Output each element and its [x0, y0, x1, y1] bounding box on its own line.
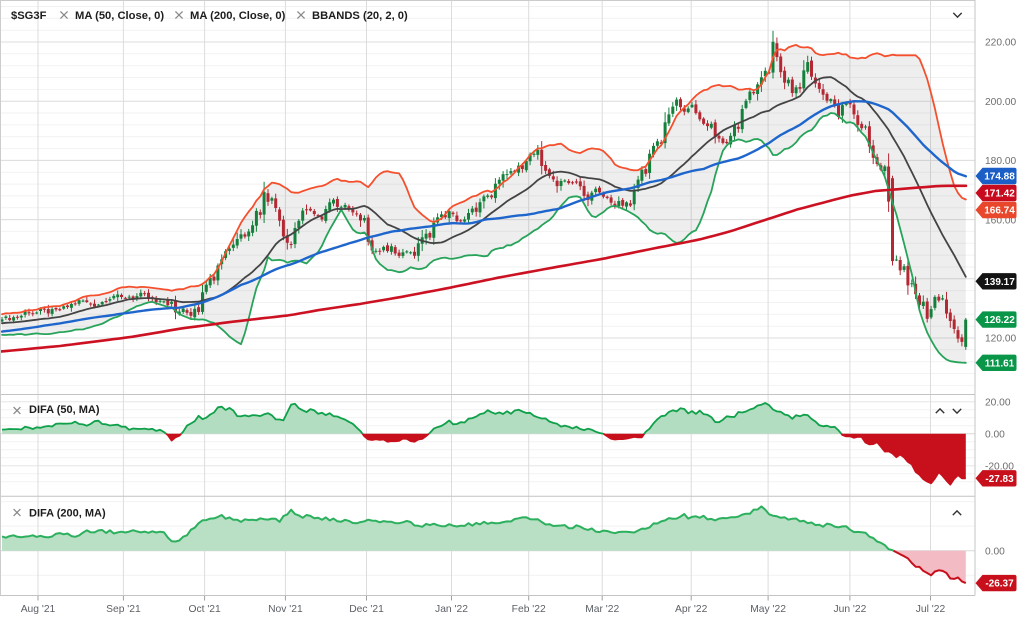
svg-text:Oct '21: Oct '21 — [188, 604, 221, 615]
svg-text:126.22: 126.22 — [984, 315, 1015, 326]
svg-text:-27.83: -27.83 — [985, 474, 1014, 485]
svg-text:111.61: 111.61 — [985, 358, 1015, 369]
svg-text:DIFA (200, MA): DIFA (200, MA) — [29, 508, 106, 520]
svg-text:$SG3F: $SG3F — [11, 10, 47, 22]
svg-text:0.00: 0.00 — [985, 546, 1005, 557]
svg-text:-26.37: -26.37 — [985, 579, 1014, 590]
svg-text:Dec '21: Dec '21 — [349, 604, 384, 615]
svg-text:220.00: 220.00 — [985, 38, 1016, 49]
svg-text:174.88: 174.88 — [984, 172, 1015, 183]
svg-text:160.00: 160.00 — [985, 215, 1016, 226]
svg-text:MA (50, Close, 0): MA (50, Close, 0) — [75, 10, 164, 22]
svg-text:166.74: 166.74 — [984, 206, 1015, 217]
svg-text:20.00: 20.00 — [985, 398, 1011, 409]
svg-text:Feb '22: Feb '22 — [512, 604, 546, 615]
svg-text:200.00: 200.00 — [985, 97, 1016, 108]
svg-text:BBANDS (20, 2, 0): BBANDS (20, 2, 0) — [312, 10, 408, 22]
svg-text:Jan '22: Jan '22 — [435, 604, 468, 615]
svg-text:Mar '22: Mar '22 — [585, 604, 619, 615]
svg-text:Apr '22: Apr '22 — [675, 604, 708, 615]
svg-text:171.42: 171.42 — [984, 189, 1015, 200]
svg-text:139.17: 139.17 — [984, 277, 1015, 288]
svg-text:DIFA (50, MA): DIFA (50, MA) — [29, 404, 100, 416]
svg-text:Nov '21: Nov '21 — [268, 604, 303, 615]
svg-text:MA (200, Close, 0): MA (200, Close, 0) — [190, 10, 286, 22]
svg-text:Jul '22: Jul '22 — [916, 604, 946, 615]
svg-text:Sep '21: Sep '21 — [106, 604, 141, 615]
svg-text:-20.00: -20.00 — [985, 462, 1014, 473]
svg-text:May '22: May '22 — [750, 604, 786, 615]
svg-text:0.00: 0.00 — [985, 430, 1005, 441]
svg-text:Jun '22: Jun '22 — [833, 604, 866, 615]
svg-text:Aug '21: Aug '21 — [21, 604, 56, 615]
svg-text:180.00: 180.00 — [985, 156, 1016, 167]
svg-text:120.00: 120.00 — [985, 334, 1016, 345]
